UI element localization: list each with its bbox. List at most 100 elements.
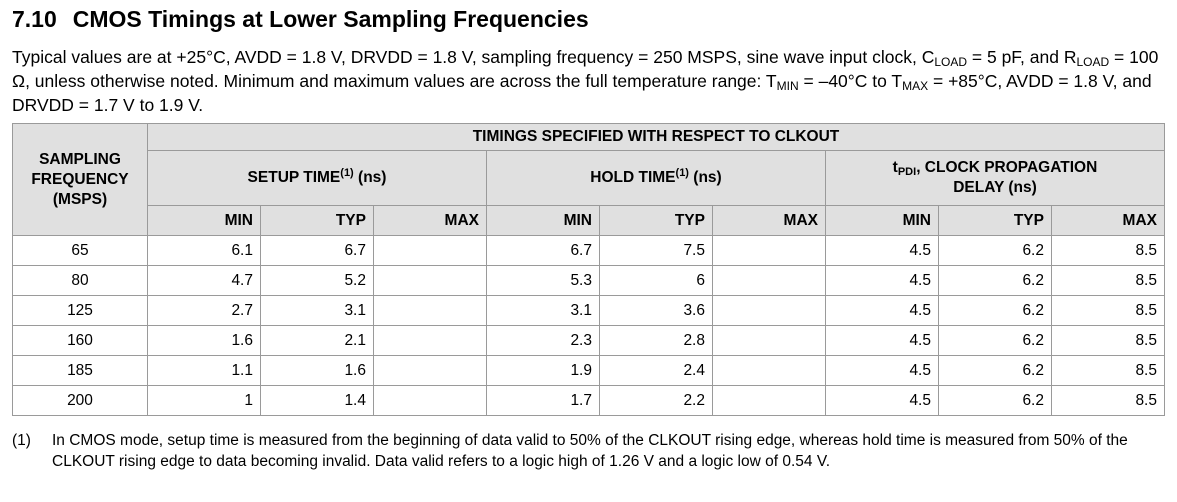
frequency-cell: 80 — [12, 265, 148, 296]
value-cell: 1.4 — [260, 385, 374, 416]
value-cell — [712, 385, 826, 416]
value-cell: 6.7 — [260, 235, 374, 266]
header-symbol: t — [892, 159, 898, 176]
subheader: MIN — [147, 205, 261, 236]
group-header: TIMINGS SPECIFIED WITH RESPECT TO CLKOUT — [147, 123, 1165, 151]
subheader: TYP — [938, 205, 1052, 236]
description-text: = +85°C, AVDD = 1.8 V, and DRVDD = 1.7 V… — [12, 71, 1152, 115]
subscript: MIN — [776, 79, 799, 93]
value-cell: 2.1 — [260, 325, 374, 356]
value-cell: 6.1 — [147, 235, 261, 266]
value-cell: 2.3 — [486, 325, 600, 356]
value-cell: 4.5 — [825, 355, 939, 386]
value-cell: 8.5 — [1051, 325, 1165, 356]
value-cell: 8.5 — [1051, 265, 1165, 296]
footnote: (1) In CMOS mode, setup time is measured … — [12, 430, 1152, 472]
header-row: SAMPLING FREQUENCY (MSPS) TIMINGS SPECIF… — [12, 123, 1165, 236]
note-ref: (1) — [340, 167, 354, 179]
value-cell: 4.5 — [825, 325, 939, 356]
header-text: , CLOCK PROPAGATION DELAY (ns) — [916, 159, 1098, 196]
data-row: 80 4.7 5.2 5.3 6 4.5 6.2 8.5 — [12, 265, 1165, 296]
value-cell: 1.7 — [486, 385, 600, 416]
header-text: HOLD TIME — [590, 169, 676, 186]
description: Typical values are at +25°C, AVDD = 1.8 … — [12, 45, 1162, 117]
frequency-cell: 65 — [12, 235, 148, 266]
subheader: TYP — [260, 205, 374, 236]
description-text: = –40°C to T — [798, 71, 903, 91]
header-unit: (ns) — [353, 169, 387, 186]
header-sub: PDI — [897, 166, 917, 178]
value-cell: 6.2 — [938, 235, 1052, 266]
data-row: 185 1.1 1.6 1.9 2.4 4.5 6.2 8.5 — [12, 355, 1165, 386]
setup-header: SETUP TIME(1) (ns) — [147, 150, 487, 206]
subheader: MAX — [373, 205, 487, 236]
data-row: 125 2.7 3.1 3.1 3.6 4.5 6.2 8.5 — [12, 295, 1165, 326]
subheader: MIN — [825, 205, 939, 236]
value-cell: 1.6 — [147, 325, 261, 356]
value-cell: 2.2 — [599, 385, 713, 416]
value-cell: 4.7 — [147, 265, 261, 296]
value-cell: 2.8 — [599, 325, 713, 356]
value-cell — [373, 295, 487, 326]
value-cell: 3.1 — [260, 295, 374, 326]
subheader: MAX — [712, 205, 826, 236]
description-text: = 100 Ω, unless otherwise noted. Minimum… — [12, 47, 1159, 91]
note-ref: (1) — [675, 167, 689, 179]
frequency-cell: 160 — [12, 325, 148, 356]
value-cell — [373, 355, 487, 386]
footnote-marker: (1) — [12, 432, 31, 449]
subscript: MAX — [902, 79, 929, 93]
subscript: LOAD — [934, 55, 968, 69]
value-cell — [373, 385, 487, 416]
value-cell: 8.5 — [1051, 295, 1165, 326]
header-text: SETUP TIME — [247, 169, 341, 186]
value-cell: 3.1 — [486, 295, 600, 326]
frequency-cell: 125 — [12, 295, 148, 326]
subheader: MIN — [486, 205, 600, 236]
value-cell: 8.5 — [1051, 355, 1165, 386]
table-body: 65 6.1 6.7 6.7 7.5 4.5 6.2 8.5 80 4.7 5.2 5.3 6 4.5 6.… — [12, 235, 1165, 416]
value-cell: 6.2 — [938, 325, 1052, 356]
value-cell — [373, 235, 487, 266]
value-cell: 7.5 — [599, 235, 713, 266]
tpd-header: tPDI, CLOCK PROPAGATION DELAY (ns) — [825, 150, 1165, 206]
subheader-row: MIN TYP MAX MIN TYP MAX MIN TYP MAX — [13, 205, 1165, 236]
value-cell: 8.5 — [1051, 235, 1165, 266]
value-cell: 4.5 — [825, 235, 939, 266]
value-cell: 6.2 — [938, 295, 1052, 326]
section-title: 7.10 CMOS Timings at Lower Sampling Frequ… — [12, 6, 589, 33]
value-cell: 4.5 — [825, 385, 939, 416]
footnote-text: In CMOS mode, setup time is measured fro… — [52, 432, 1128, 470]
value-cell — [712, 295, 826, 326]
subheader: TYP — [599, 205, 713, 236]
header-unit: (ns) — [688, 169, 722, 186]
value-cell: 6.2 — [938, 265, 1052, 296]
data-row: 160 1.6 2.1 2.3 2.8 4.5 6.2 8.5 — [12, 325, 1165, 356]
frequency-cell: 185 — [12, 355, 148, 386]
value-cell — [712, 325, 826, 356]
value-cell — [712, 265, 826, 296]
value-cell: 4.5 — [825, 265, 939, 296]
value-cell: 5.3 — [486, 265, 600, 296]
value-cell — [373, 325, 487, 356]
value-cell: 1.9 — [486, 355, 600, 386]
data-row: 65 6.1 6.7 6.7 7.5 4.5 6.2 8.5 — [12, 235, 1165, 266]
header-row: SETUP TIME(1) (ns) HOLD TIME(1) (ns) tPD… — [13, 150, 1165, 206]
value-cell: 1.1 — [147, 355, 261, 386]
subscript: LOAD — [1076, 55, 1110, 69]
value-cell — [373, 265, 487, 296]
hold-header: HOLD TIME(1) (ns) — [486, 150, 826, 206]
data-row: 200 1 1.4 1.7 2.2 4.5 6.2 8.5 — [12, 385, 1165, 416]
row-header: SAMPLING FREQUENCY (MSPS) — [12, 123, 148, 236]
value-cell: 6.2 — [938, 355, 1052, 386]
value-cell: 4.5 — [825, 295, 939, 326]
value-cell: 1.6 — [260, 355, 374, 386]
frequency-cell: 200 — [12, 385, 148, 416]
value-cell: 2.4 — [599, 355, 713, 386]
value-cell: 6.7 — [486, 235, 600, 266]
value-cell: 1 — [147, 385, 261, 416]
value-cell: 2.7 — [147, 295, 261, 326]
timing-table: SAMPLING FREQUENCY (MSPS) TIMINGS SPECIF… — [12, 123, 1165, 416]
description-text: = 5 pF, and R — [967, 47, 1077, 67]
